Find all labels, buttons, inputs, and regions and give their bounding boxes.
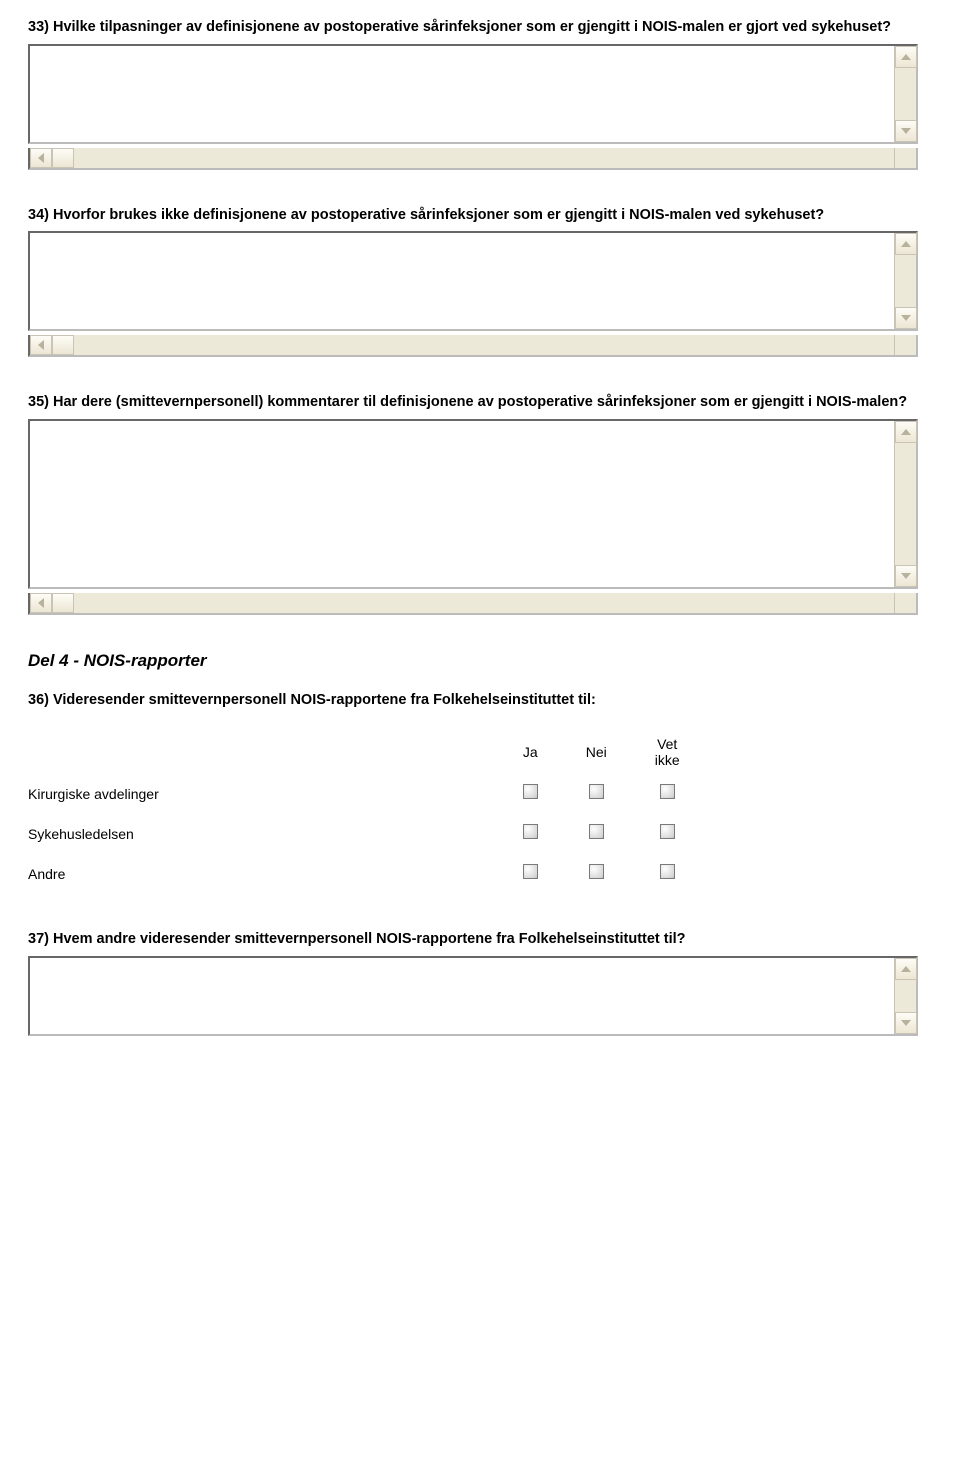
scroll-up-icon[interactable] xyxy=(895,958,917,980)
q37-textarea[interactable] xyxy=(28,956,918,1036)
scroll-hthumb-icon[interactable] xyxy=(52,593,74,613)
scroll-corner xyxy=(894,148,916,168)
scroll-corner xyxy=(894,335,916,355)
scroll-left-icon[interactable] xyxy=(30,335,52,355)
q33-vscroll[interactable] xyxy=(894,46,916,142)
table-row: Andre xyxy=(28,854,704,894)
q35-label: 35) Har dere (smittevernpersonell) komme… xyxy=(28,393,932,413)
q36-header-ja: Ja xyxy=(499,730,562,774)
q36-row2-nei-radio[interactable] xyxy=(589,864,604,879)
q33-textarea[interactable] xyxy=(28,44,918,144)
scroll-left-icon[interactable] xyxy=(30,148,52,168)
q36-table: Ja Nei Vet ikke Kirurgiske avdelinger Sy… xyxy=(28,730,704,894)
scroll-corner xyxy=(894,593,916,613)
section4-heading: Del 4 - NOIS-rapporter xyxy=(28,651,932,671)
q37-label: 37) Hvem andre videresender smittevernpe… xyxy=(28,930,932,950)
q35-hscroll[interactable] xyxy=(28,593,918,615)
scroll-down-icon[interactable] xyxy=(895,565,917,587)
q33-hscroll[interactable] xyxy=(28,148,918,170)
q33-label: 33) Hvilke tilpasninger av definisjonene… xyxy=(28,18,932,38)
scroll-down-icon[interactable] xyxy=(895,120,917,142)
q36-row0-vetikke-radio[interactable] xyxy=(660,784,675,799)
table-row: Sykehusledelsen xyxy=(28,814,704,854)
q34-label: 34) Hvorfor brukes ikke definisjonene av… xyxy=(28,206,932,226)
q36-row2-vetikke-radio[interactable] xyxy=(660,864,675,879)
q36-row0-label: Kirurgiske avdelinger xyxy=(28,774,499,814)
q36-row0-ja-radio[interactable] xyxy=(523,784,538,799)
q35-textarea[interactable] xyxy=(28,419,918,589)
scroll-left-icon[interactable] xyxy=(30,593,52,613)
q36-row1-ja-radio[interactable] xyxy=(523,824,538,839)
scroll-down-icon[interactable] xyxy=(895,1012,917,1034)
q36-row2-label: Andre xyxy=(28,854,499,894)
q36-row1-vetikke-radio[interactable] xyxy=(660,824,675,839)
scroll-up-icon[interactable] xyxy=(895,421,917,443)
q37-vscroll[interactable] xyxy=(894,958,916,1034)
q36-header-nei: Nei xyxy=(562,730,631,774)
q35-vscroll[interactable] xyxy=(894,421,916,587)
table-row: Kirurgiske avdelinger xyxy=(28,774,704,814)
scroll-hthumb-icon[interactable] xyxy=(52,148,74,168)
q34-vscroll[interactable] xyxy=(894,233,916,329)
scroll-hthumb-icon[interactable] xyxy=(52,335,74,355)
q36-row0-nei-radio[interactable] xyxy=(589,784,604,799)
scroll-up-icon[interactable] xyxy=(895,233,917,255)
scroll-down-icon[interactable] xyxy=(895,307,917,329)
q34-textarea[interactable] xyxy=(28,231,918,331)
scroll-up-icon[interactable] xyxy=(895,46,917,68)
q36-label: 36) Videresender smittevernpersonell NOI… xyxy=(28,691,932,711)
q36-row1-nei-radio[interactable] xyxy=(589,824,604,839)
q36-row1-label: Sykehusledelsen xyxy=(28,814,499,854)
q36-row2-ja-radio[interactable] xyxy=(523,864,538,879)
q36-header-vetikke: Vet ikke xyxy=(631,730,704,774)
q34-hscroll[interactable] xyxy=(28,335,918,357)
